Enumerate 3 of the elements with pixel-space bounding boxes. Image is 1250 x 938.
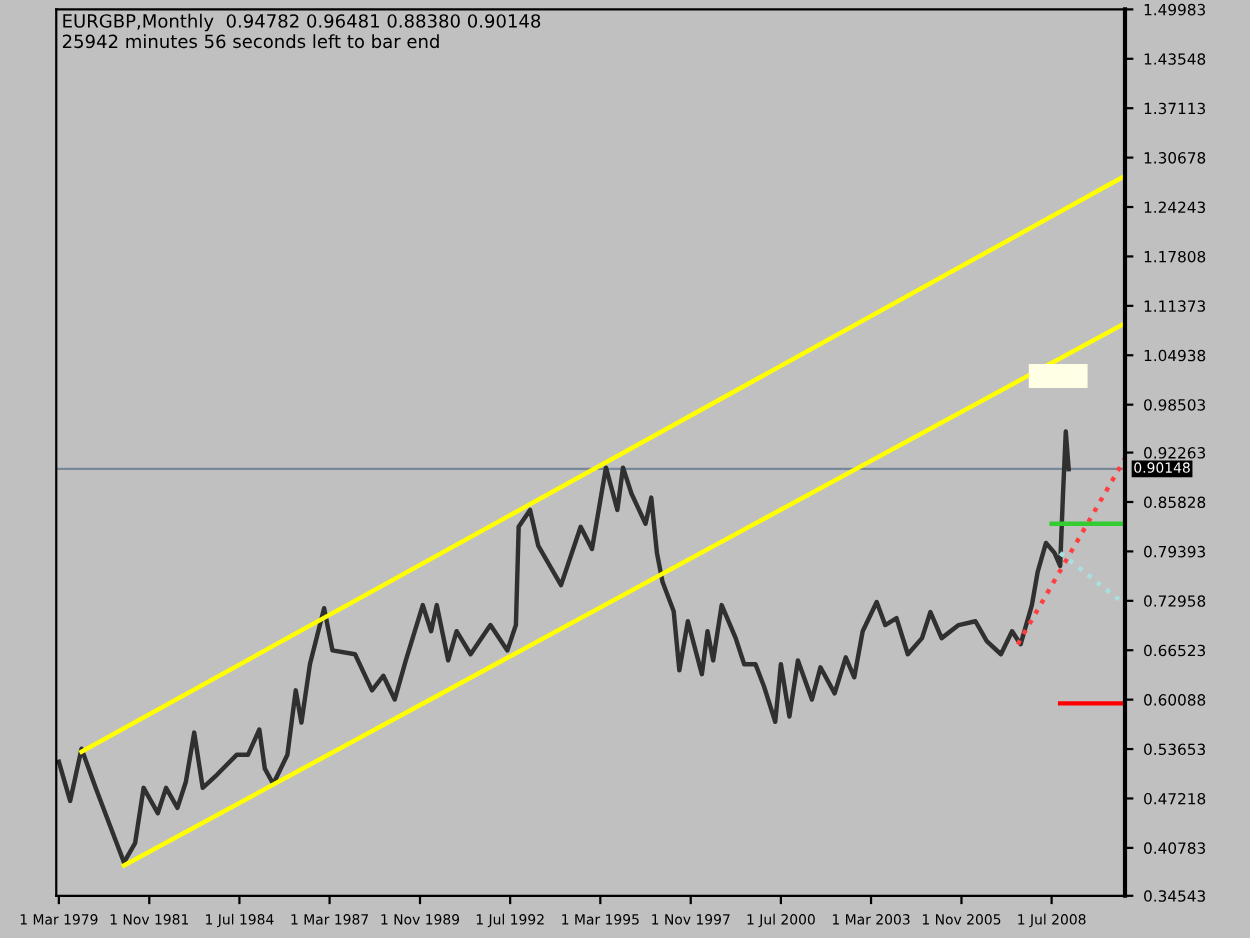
chart-title: EURGBP,Monthly 0.94782 0.96481 0.88380 0.90148 xyxy=(63,13,541,32)
text: 25942 minutes 56 seconds left to bar end xyxy=(62,34,439,49)
line-series xyxy=(56,429,1071,865)
